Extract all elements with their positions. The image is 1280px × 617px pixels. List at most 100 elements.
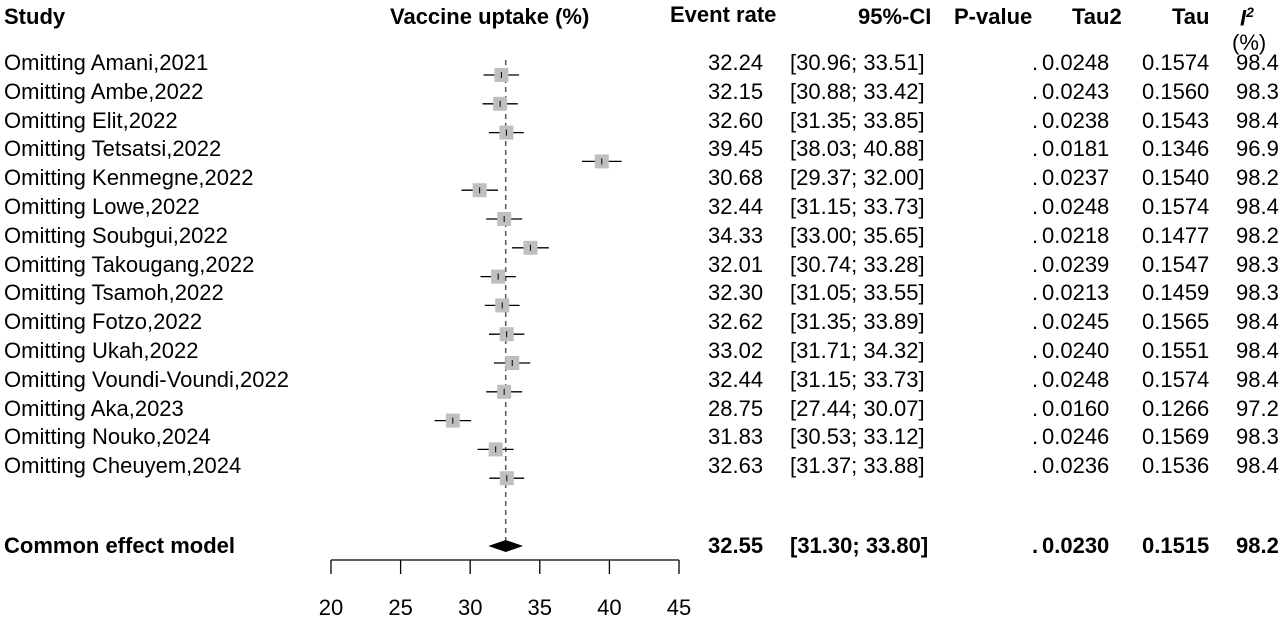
row-event-rate: 32.63 (708, 453, 764, 479)
row-p-value: . (1032, 338, 1039, 363)
row-ci: [30.74; 33.28] (790, 251, 925, 277)
row-p-value: . (1032, 424, 1039, 450)
header-event-rate: Event rate (670, 2, 777, 27)
row-p-value: . (1032, 366, 1039, 392)
row-i2: 98.3 (1236, 251, 1279, 277)
row-tau2: 0.0239 (1042, 251, 1110, 277)
row-tau2: 0.0160 (1042, 395, 1110, 421)
row-ci: [30.53; 33.12] (790, 424, 925, 450)
row-i2: 98.3 (1236, 424, 1279, 450)
row-ci: [27.44; 30.07] (790, 395, 925, 421)
summary-study-name: Common effect model (4, 533, 236, 558)
row-study-name: Omitting Soubgui,2022 (4, 222, 228, 248)
row-tau2: 0.0240 (1042, 338, 1110, 363)
row-event-rate: 39.45 (708, 136, 764, 162)
summary-ci: [31.30; 33.80] (790, 533, 929, 558)
row-i2: 98.4 (1236, 107, 1279, 133)
row-i2: 98.4 (1236, 366, 1279, 392)
row-tau: 0.1569 (1142, 424, 1210, 450)
row-p-value: . (1032, 453, 1039, 479)
row-i2: 97.2 (1236, 395, 1279, 421)
row-tau: 0.1574 (1142, 50, 1210, 75)
row-study-name: Omitting Elit,2022 (4, 107, 178, 133)
row-p-value: . (1032, 194, 1039, 219)
row-tau2: 0.0218 (1042, 222, 1110, 248)
row-event-rate: 32.30 (708, 280, 764, 306)
header-vaccine-uptake: Vaccine uptake (%) (390, 4, 590, 29)
row-study-name: Omitting Amani,2021 (4, 50, 209, 75)
row-event-rate: 32.01 (708, 251, 764, 277)
row-tau: 0.1543 (1142, 107, 1210, 133)
row-ci: [33.00; 35.65] (790, 222, 925, 248)
row-p-value: . (1032, 50, 1039, 75)
summary-i2: 98.2 (1236, 533, 1279, 558)
row-tau: 0.1540 (1142, 165, 1210, 191)
row-p-value: . (1032, 165, 1039, 191)
row-i2: 98.4 (1236, 338, 1279, 363)
row-tau2: 0.0238 (1042, 107, 1110, 133)
pooled-diamond (488, 540, 524, 552)
row-tau: 0.1459 (1142, 280, 1210, 306)
row-event-rate: 33.02 (708, 338, 764, 363)
row-p-value: . (1032, 136, 1039, 162)
row-tau2: 0.0181 (1042, 136, 1110, 162)
row-tau2: 0.0245 (1042, 309, 1110, 335)
row-event-rate: 32.24 (708, 50, 764, 75)
row-tau: 0.1551 (1142, 338, 1210, 363)
row-tau2: 0.0248 (1042, 366, 1110, 392)
summary-tau: 0.1515 (1142, 533, 1210, 558)
row-event-rate: 32.44 (708, 194, 764, 219)
row-tau: 0.1346 (1142, 136, 1210, 162)
header-i2-superscript: 2 (1246, 4, 1254, 20)
row-tau: 0.1574 (1142, 366, 1210, 392)
x-tick-label: 25 (388, 595, 412, 617)
row-i2: 98.4 (1236, 50, 1279, 75)
summary-tau2: 0.0230 (1042, 533, 1110, 558)
row-i2: 98.2 (1236, 165, 1279, 191)
row-tau2: 0.0246 (1042, 424, 1110, 450)
row-p-value: . (1032, 78, 1039, 104)
x-tick-label: 20 (319, 595, 343, 617)
row-study-name: Omitting Tsamoh,2022 (4, 280, 224, 306)
x-tick-label: 35 (528, 595, 552, 617)
row-i2: 98.3 (1236, 78, 1279, 104)
row-study-name: Omitting Lowe,2022 (4, 194, 200, 219)
row-tau: 0.1266 (1142, 395, 1210, 421)
row-tau: 0.1536 (1142, 453, 1210, 479)
row-i2: 96.9 (1236, 136, 1279, 162)
row-ci: [31.71; 34.32] (790, 338, 925, 363)
header-study: Study (4, 4, 66, 29)
row-ci: [31.35; 33.85] (790, 107, 925, 133)
row-tau2: 0.0237 (1042, 165, 1110, 191)
row-ci: [31.15; 33.73] (790, 366, 925, 392)
row-study-name: Omitting Voundi-Voundi,2022 (4, 366, 289, 392)
row-event-rate: 34.33 (708, 222, 764, 248)
row-ci: [30.88; 33.42] (790, 78, 925, 104)
row-study-name: Omitting Ukah,2022 (4, 338, 199, 363)
row-event-rate: 30.68 (708, 165, 764, 191)
row-study-name: Omitting Fotzo,2022 (4, 309, 203, 335)
row-ci: [31.37; 33.88] (790, 453, 925, 479)
row-tau2: 0.0248 (1042, 194, 1110, 219)
row-study-name: Omitting Cheuyem,2024 (4, 453, 242, 479)
header-p-value: P-value (954, 4, 1033, 29)
row-tau: 0.1547 (1142, 251, 1210, 277)
header-i2: I2 (1240, 4, 1254, 31)
row-study-name: Omitting Nouko,2024 (4, 424, 211, 450)
header-i2-letter: I (1240, 5, 1247, 31)
row-tau2: 0.0248 (1042, 50, 1110, 75)
row-study-name: Omitting Kenmegne,2022 (4, 165, 254, 191)
row-p-value: . (1032, 309, 1039, 335)
row-i2: 98.4 (1236, 453, 1279, 479)
row-p-value: . (1032, 107, 1039, 133)
row-i2: 98.4 (1236, 194, 1279, 219)
x-tick-label: 40 (597, 595, 621, 617)
row-study-name: Omitting Ambe,2022 (4, 78, 204, 104)
row-event-rate: 32.44 (708, 366, 764, 392)
x-tick-label: 45 (667, 595, 691, 617)
row-p-value: . (1032, 222, 1039, 248)
row-study-name: Omitting Tetsatsi,2022 (4, 136, 222, 162)
summary-p-value: . (1032, 533, 1039, 558)
row-study-name: Omitting Aka,2023 (4, 395, 184, 421)
